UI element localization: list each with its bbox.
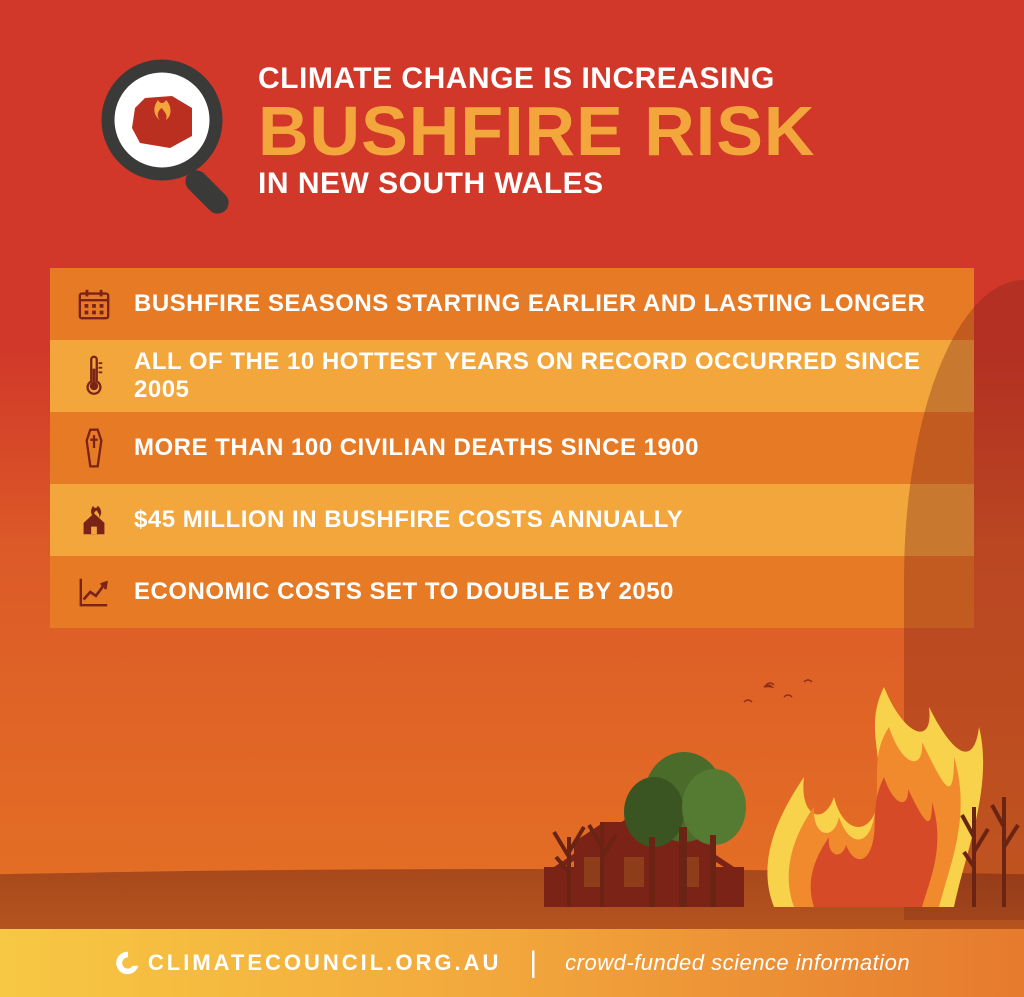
- header: CLIMATE CHANGE IS INCREASING BUSHFIRE RI…: [0, 0, 1024, 238]
- fact-row: BUSHFIRE SEASONS STARTING EARLIER AND LA…: [50, 268, 974, 340]
- fact-row: ECONOMIC COSTS SET TO DOUBLE BY 2050: [50, 556, 974, 628]
- climate-council-logo-icon: [114, 949, 142, 977]
- coffin-icon: [76, 428, 112, 468]
- bushfire-illustration: [484, 657, 1024, 937]
- footer: CLIMATECOUNCIL.ORG.AU | crowd-funded sci…: [0, 929, 1024, 997]
- fact-text: $45 MILLION IN BUSHFIRE COSTS ANNUALLY: [134, 506, 683, 534]
- fact-text: ALL OF THE 10 HOTTEST YEARS ON RECORD OC…: [134, 348, 948, 404]
- facts-list: BUSHFIRE SEASONS STARTING EARLIER AND LA…: [50, 268, 974, 628]
- footer-url: CLIMATECOUNCIL.ORG.AU: [148, 950, 501, 976]
- title-line-2: BUSHFIRE RISK: [258, 98, 815, 165]
- fact-text: ECONOMIC COSTS SET TO DOUBLE BY 2050: [134, 578, 674, 606]
- fact-text: MORE THAN 100 CIVILIAN DEATHS SINCE 1900: [134, 434, 699, 462]
- fact-row: $45 MILLION IN BUSHFIRE COSTS ANNUALLY: [50, 484, 974, 556]
- house-fire-icon: [76, 500, 112, 540]
- footer-divider: |: [529, 946, 537, 980]
- infographic-canvas: CLIMATE CHANGE IS INCREASING BUSHFIRE RI…: [0, 0, 1024, 997]
- title-block: CLIMATE CHANGE IS INCREASING BUSHFIRE RI…: [258, 58, 815, 201]
- title-line-1: CLIMATE CHANGE IS INCREASING: [258, 64, 815, 94]
- footer-logo: CLIMATECOUNCIL.ORG.AU: [114, 949, 501, 977]
- thermometer-icon: [76, 356, 112, 396]
- fact-row: MORE THAN 100 CIVILIAN DEATHS SINCE 1900: [50, 412, 974, 484]
- fact-row: ALL OF THE 10 HOTTEST YEARS ON RECORD OC…: [50, 340, 974, 412]
- title-line-3: IN NEW SOUTH WALES: [258, 167, 815, 201]
- calendar-icon: [76, 284, 112, 324]
- chart-up-icon: [76, 572, 112, 612]
- magnifier-icon: [100, 58, 240, 218]
- fact-text: BUSHFIRE SEASONS STARTING EARLIER AND LA…: [134, 290, 925, 318]
- footer-tagline: crowd-funded science information: [565, 950, 910, 976]
